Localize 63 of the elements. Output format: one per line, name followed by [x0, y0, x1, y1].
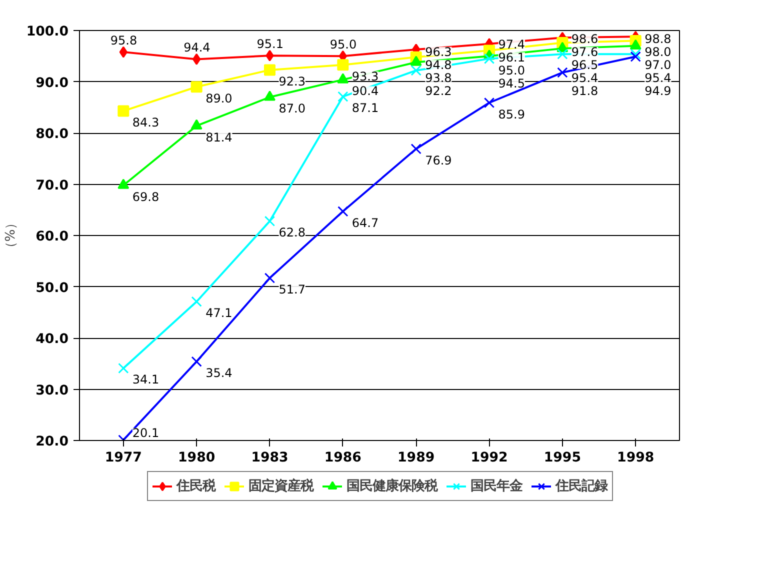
data-label: 81.4 — [206, 130, 232, 144]
data-label: 76.9 — [425, 153, 452, 168]
data-label: 87.1 — [352, 101, 379, 116]
data-label: 97.6 — [571, 45, 598, 59]
y-tick-label: 100.0 — [26, 24, 69, 40]
data-label: 47.1 — [206, 306, 232, 320]
data-label: 93.3 — [352, 69, 379, 84]
data-label: 95.4 — [571, 71, 598, 85]
y-tick-label: 60.0 — [36, 230, 69, 244]
data-label: 94.5 — [498, 76, 525, 90]
data-label: 69.8 — [132, 190, 160, 204]
data-label: 64.7 — [352, 216, 379, 230]
data-label: 95.1 — [256, 37, 284, 52]
data-label: 84.3 — [132, 115, 160, 130]
data-label: 89.0 — [206, 91, 232, 106]
y-tick-label: 70.0 — [36, 178, 69, 194]
x-tick-label: 1983 — [251, 450, 288, 466]
data-label: 87.0 — [278, 102, 306, 116]
data-label: 96.1 — [498, 50, 525, 64]
x-tick-label: 1986 — [324, 450, 362, 466]
y-tick-label: 90.0 — [36, 76, 69, 91]
legend-label: 国民健康保険税 — [346, 477, 438, 495]
data-label: 95.0 — [498, 63, 525, 78]
data-label: 95.4 — [644, 71, 672, 85]
data-label: 95.8 — [110, 34, 138, 48]
data-label: 35.4 — [206, 366, 232, 380]
data-label: 95.0 — [330, 38, 357, 52]
legend-label: 住民税 — [176, 478, 216, 495]
data-label: 96.5 — [571, 58, 598, 72]
y-tick-label: 80.0 — [36, 127, 69, 142]
y-tick-label: 30.0 — [36, 383, 69, 398]
data-label: 92.3 — [278, 74, 306, 88]
data-label: 94.8 — [425, 58, 452, 72]
data-label: 97.0 — [644, 58, 672, 72]
data-label: 90.4 — [352, 84, 379, 98]
data-label: 85.9 — [498, 107, 525, 122]
data-label: 91.8 — [571, 84, 598, 98]
data-label: 96.3 — [425, 44, 452, 59]
x-tick-label: 1995 — [544, 450, 581, 466]
data-label: 98.8 — [644, 32, 672, 46]
y-tick-label: 50.0 — [36, 280, 69, 296]
data-label: 93.8 — [425, 70, 452, 85]
data-label: 51.7 — [278, 282, 306, 297]
data-label: 34.1 — [132, 372, 160, 387]
x-tick-label: 1992 — [470, 450, 508, 466]
legend-label: 住民記録 — [556, 478, 608, 495]
y-tick-label: 40.0 — [36, 332, 69, 347]
x-tick-label: 1977 — [104, 450, 142, 466]
data-label: 94.4 — [184, 40, 210, 55]
y-tick-label: 20.0 — [36, 434, 69, 450]
data-label: 92.2 — [425, 84, 452, 98]
data-label: 94.9 — [644, 84, 672, 98]
y-axis-title: （%） — [3, 216, 18, 255]
data-label: 97.4 — [498, 37, 525, 52]
data-label: 98.6 — [571, 32, 598, 46]
legend-label: 国民年金 — [470, 478, 522, 495]
data-label: 98.0 — [644, 45, 672, 59]
x-tick-label: 1980 — [178, 450, 216, 466]
data-label: 20.1 — [132, 426, 160, 440]
x-tick-label: 1998 — [617, 450, 654, 466]
data-label: 62.8 — [278, 226, 306, 240]
legend-label: 固定資産税 — [248, 477, 314, 495]
x-tick-label: 1989 — [398, 450, 435, 466]
